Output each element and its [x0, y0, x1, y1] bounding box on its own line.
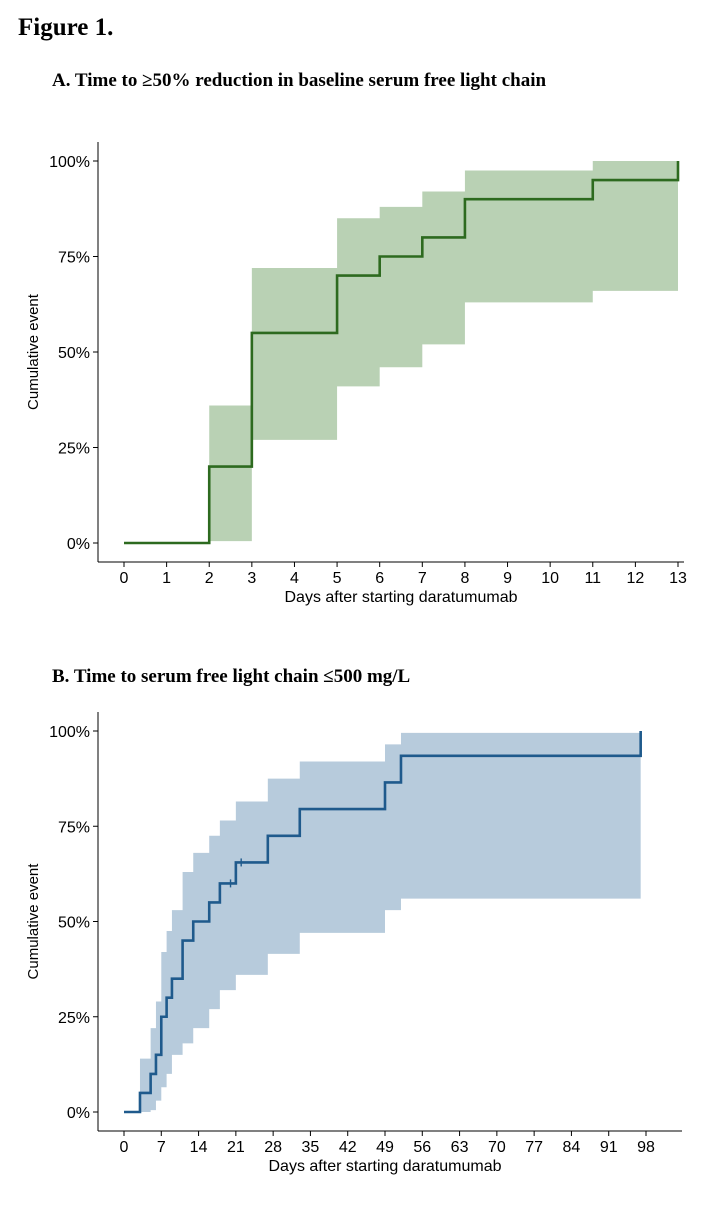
x-tick-label-13: 91 [600, 1139, 618, 1156]
x-tick-label-4: 4 [290, 570, 299, 587]
x-tick-label-10: 70 [488, 1139, 506, 1156]
y-tick-label-4: 100% [49, 154, 90, 171]
y-axis-label: Cumulative event [25, 293, 42, 410]
x-tick-label-9: 9 [503, 570, 512, 587]
panel-a-title: A. Time to ≥50% reduction in baseline se… [52, 70, 547, 91]
x-tick-label-11: 11 [584, 570, 601, 587]
x-tick-label-8: 56 [413, 1139, 431, 1156]
figure-title: Figure 1. [18, 14, 114, 41]
x-tick-label-12: 84 [563, 1139, 581, 1156]
x-tick-label-8: 8 [460, 570, 469, 587]
y-tick-label-2: 50% [58, 345, 90, 362]
x-axis-label: Days after starting daratumumab [285, 589, 518, 606]
panel-b-title: B. Time to serum free light chain ≤500 m… [52, 666, 411, 687]
x-tick-label-9: 63 [451, 1139, 469, 1156]
x-tick-label-2: 2 [205, 570, 214, 587]
y-tick-label-2: 50% [58, 915, 90, 932]
x-tick-label-13: 13 [669, 570, 687, 587]
x-tick-label-6: 42 [339, 1139, 357, 1156]
confidence-band-0 [139, 732, 641, 1112]
chart-a: 0 1 2 3 4 5 6 7 8 9 10 11 12 130%25%50%75%100%Days af… [25, 142, 687, 606]
x-tick-label-5: 5 [333, 570, 342, 587]
x-tick-label-7: 49 [376, 1139, 394, 1156]
x-tick-label-5: 35 [302, 1139, 320, 1156]
x-tick-label-4: 28 [264, 1139, 282, 1156]
x-tick-label-3: 21 [227, 1139, 245, 1156]
y-tick-label-4: 100% [49, 724, 90, 741]
y-tick-label-1: 25% [58, 441, 90, 458]
x-tick-label-7: 7 [418, 570, 427, 587]
y-tick-label-0: 0% [67, 536, 90, 553]
x-tick-label-6: 6 [375, 570, 384, 587]
y-tick-label-3: 75% [58, 250, 90, 267]
x-tick-label-14: 98 [637, 1139, 655, 1156]
x-tick-label-0: 0 [120, 1139, 129, 1156]
x-tick-label-1: 1 [162, 570, 171, 587]
x-tick-label-0: 0 [120, 570, 129, 587]
survival-step-line-0 [124, 161, 680, 545]
survival-step-line-0 [124, 731, 642, 1114]
x-tick-label-2: 14 [190, 1139, 208, 1156]
x-tick-label-12: 12 [626, 570, 644, 587]
y-tick-label-3: 75% [58, 819, 90, 836]
y-tick-label-1: 25% [58, 1010, 90, 1027]
x-tick-label-10: 10 [541, 570, 559, 587]
y-tick-label-0: 0% [67, 1105, 90, 1122]
x-axis-label: Days after starting daratumumab [269, 1158, 502, 1175]
chart-b: 0 7 14 21 28 35 42 49 56 63 70 77 84 91 98 0% 25% 50% 75% 1… [25, 712, 682, 1175]
y-axis-label: Cumulative event [25, 863, 42, 980]
confidence-band-0 [209, 161, 678, 542]
x-tick-label-1: 7 [157, 1139, 166, 1156]
x-tick-label-3: 3 [247, 570, 256, 587]
x-tick-label-11: 77 [525, 1139, 543, 1156]
